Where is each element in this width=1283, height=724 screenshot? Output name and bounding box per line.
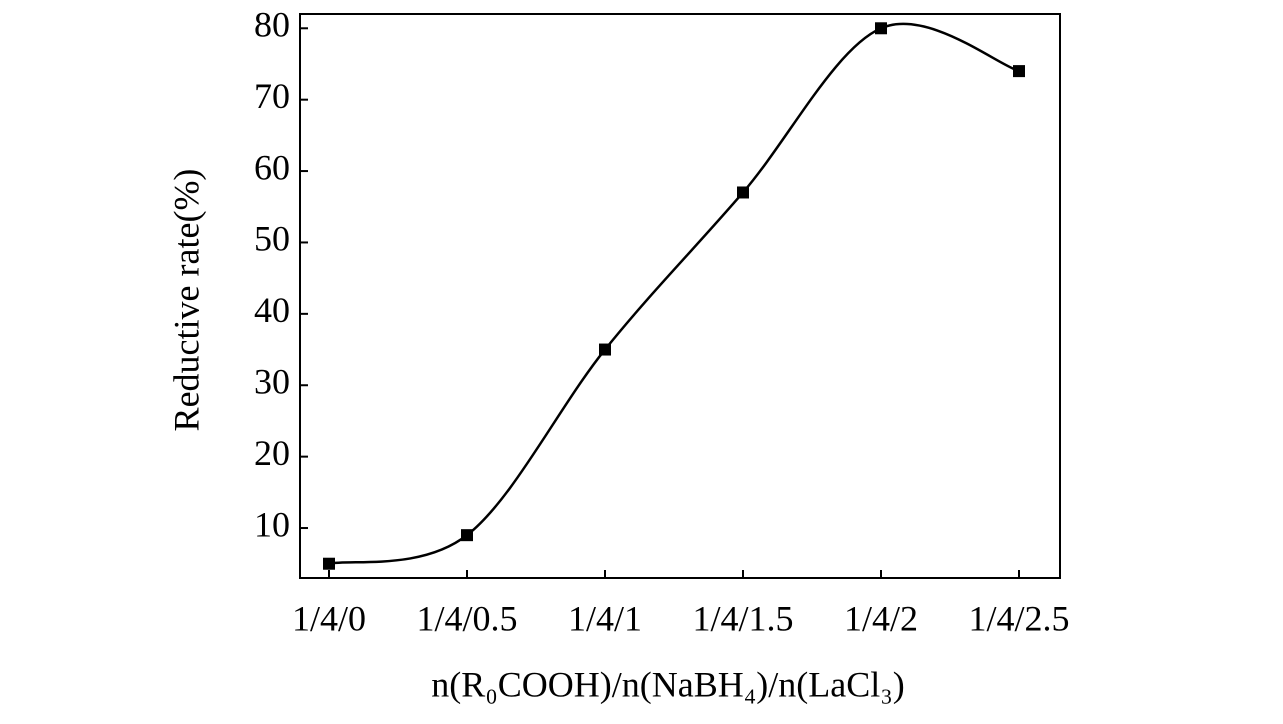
marker <box>875 22 887 35</box>
marker <box>323 557 335 570</box>
y-tick-label: 40 <box>254 290 290 330</box>
x-tick-label: 1/4/1 <box>568 598 642 638</box>
y-tick-label: 80 <box>254 5 290 45</box>
marker <box>461 529 473 542</box>
y-tick-label: 20 <box>254 433 290 473</box>
x-axis-label: n(R₀COOH)/n(NaBH₄)/n(LaCl₃) <box>431 664 905 704</box>
x-tick-label: 1/4/0.5 <box>416 598 517 638</box>
x-tick-label: 1/4/1.5 <box>692 598 793 638</box>
y-tick-label: 30 <box>254 362 290 402</box>
x-tick-label: 1/4/2.5 <box>968 598 1069 638</box>
x-tick-label: 1/4/2 <box>844 598 918 638</box>
y-axis-label: Reductive rate(%) <box>166 169 206 432</box>
y-tick-label: 70 <box>254 76 290 116</box>
y-tick-label: 50 <box>254 219 290 259</box>
y-tick-label: 10 <box>254 504 290 544</box>
y-tick-label: 60 <box>254 147 290 187</box>
marker <box>737 186 749 199</box>
x-tick-label: 1/4/0 <box>292 598 366 638</box>
line <box>328 22 1020 565</box>
marker <box>599 343 611 356</box>
marker <box>1013 65 1025 78</box>
plot-frame <box>299 13 1061 579</box>
